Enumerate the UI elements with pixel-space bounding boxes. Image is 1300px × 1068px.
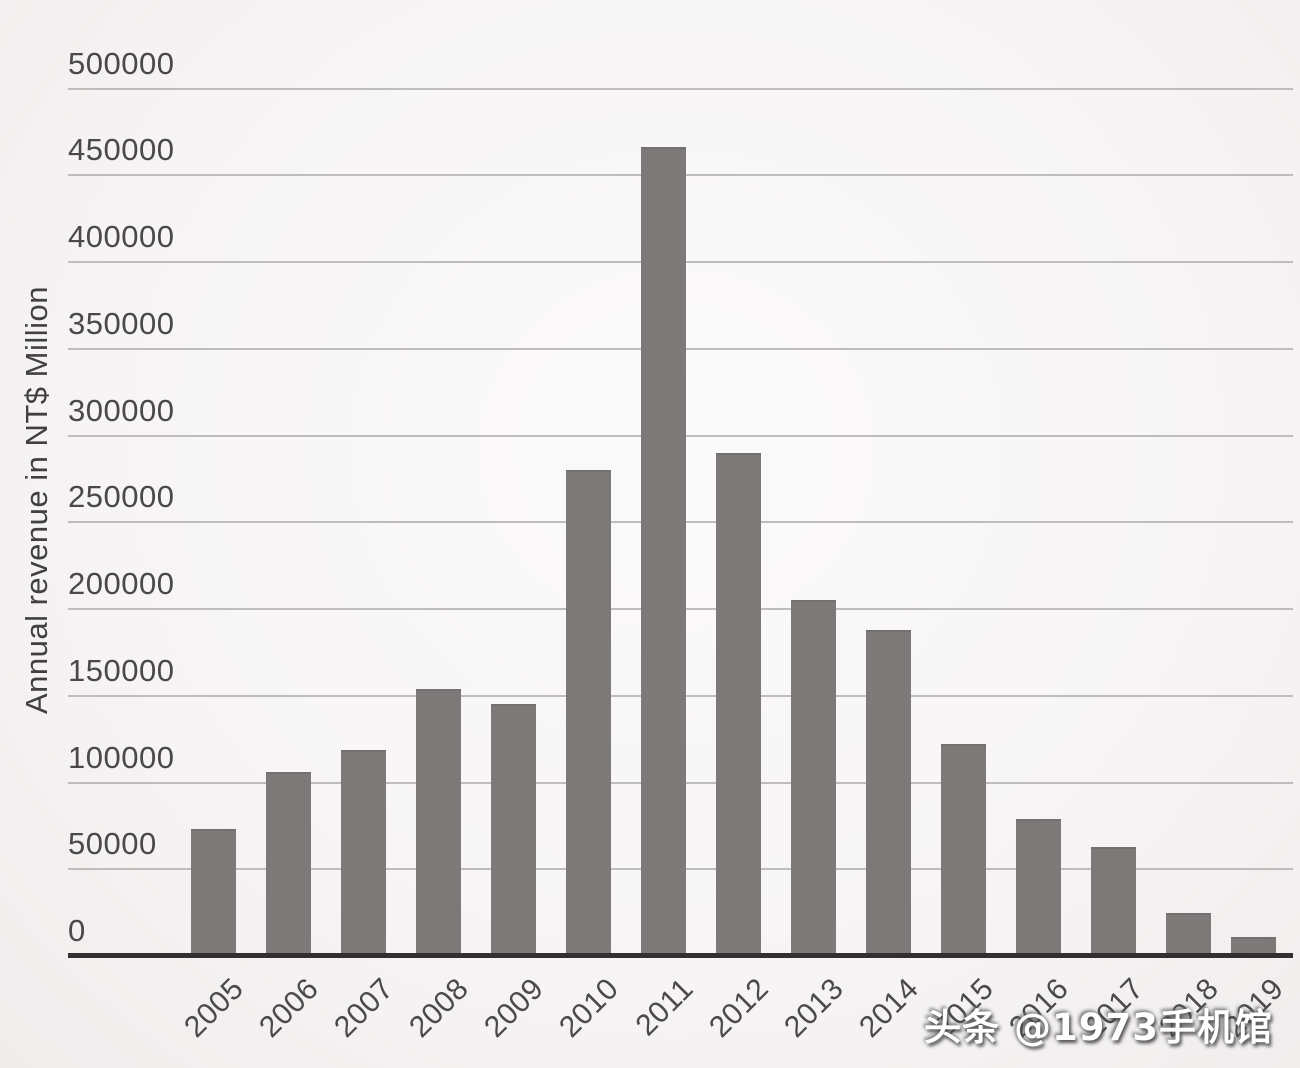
y-tick-label: 150000	[68, 652, 175, 688]
y-tick-label: 50000	[68, 826, 157, 862]
bar-2015	[940, 744, 986, 956]
y-tick-label: 100000	[68, 739, 175, 775]
bar-2016	[1015, 818, 1061, 956]
bar-2019	[1230, 936, 1276, 956]
y-tick-label: 250000	[68, 479, 175, 515]
y-tick-label: 0	[68, 913, 86, 948]
bar-2017	[1090, 846, 1136, 956]
bar-2010	[565, 470, 611, 956]
y-tick-label: 300000	[68, 392, 175, 428]
y-tick-label: 500000	[68, 45, 175, 81]
bar-2014	[865, 629, 911, 956]
y-tick-label: 450000	[68, 132, 175, 168]
bar-2009	[490, 704, 536, 956]
y-axis-title: Annual revenue in NT$ Million	[19, 285, 54, 715]
bar-2012	[715, 452, 761, 956]
x-axis-line	[68, 953, 1293, 958]
y-tick-label: 400000	[68, 219, 175, 254]
bar-2013	[790, 600, 836, 956]
bar-2005	[190, 829, 236, 956]
y-tick-label: 200000	[68, 566, 175, 601]
bar-2011	[640, 147, 686, 956]
bar-2008	[415, 688, 461, 956]
bar-2006	[265, 772, 311, 956]
watermark: 头条 @1973手机馆	[924, 1006, 1273, 1049]
bar-2007	[340, 749, 386, 956]
bar-2018	[1165, 912, 1211, 956]
y-tick-label: 350000	[68, 305, 175, 341]
gridline	[68, 87, 1293, 90]
